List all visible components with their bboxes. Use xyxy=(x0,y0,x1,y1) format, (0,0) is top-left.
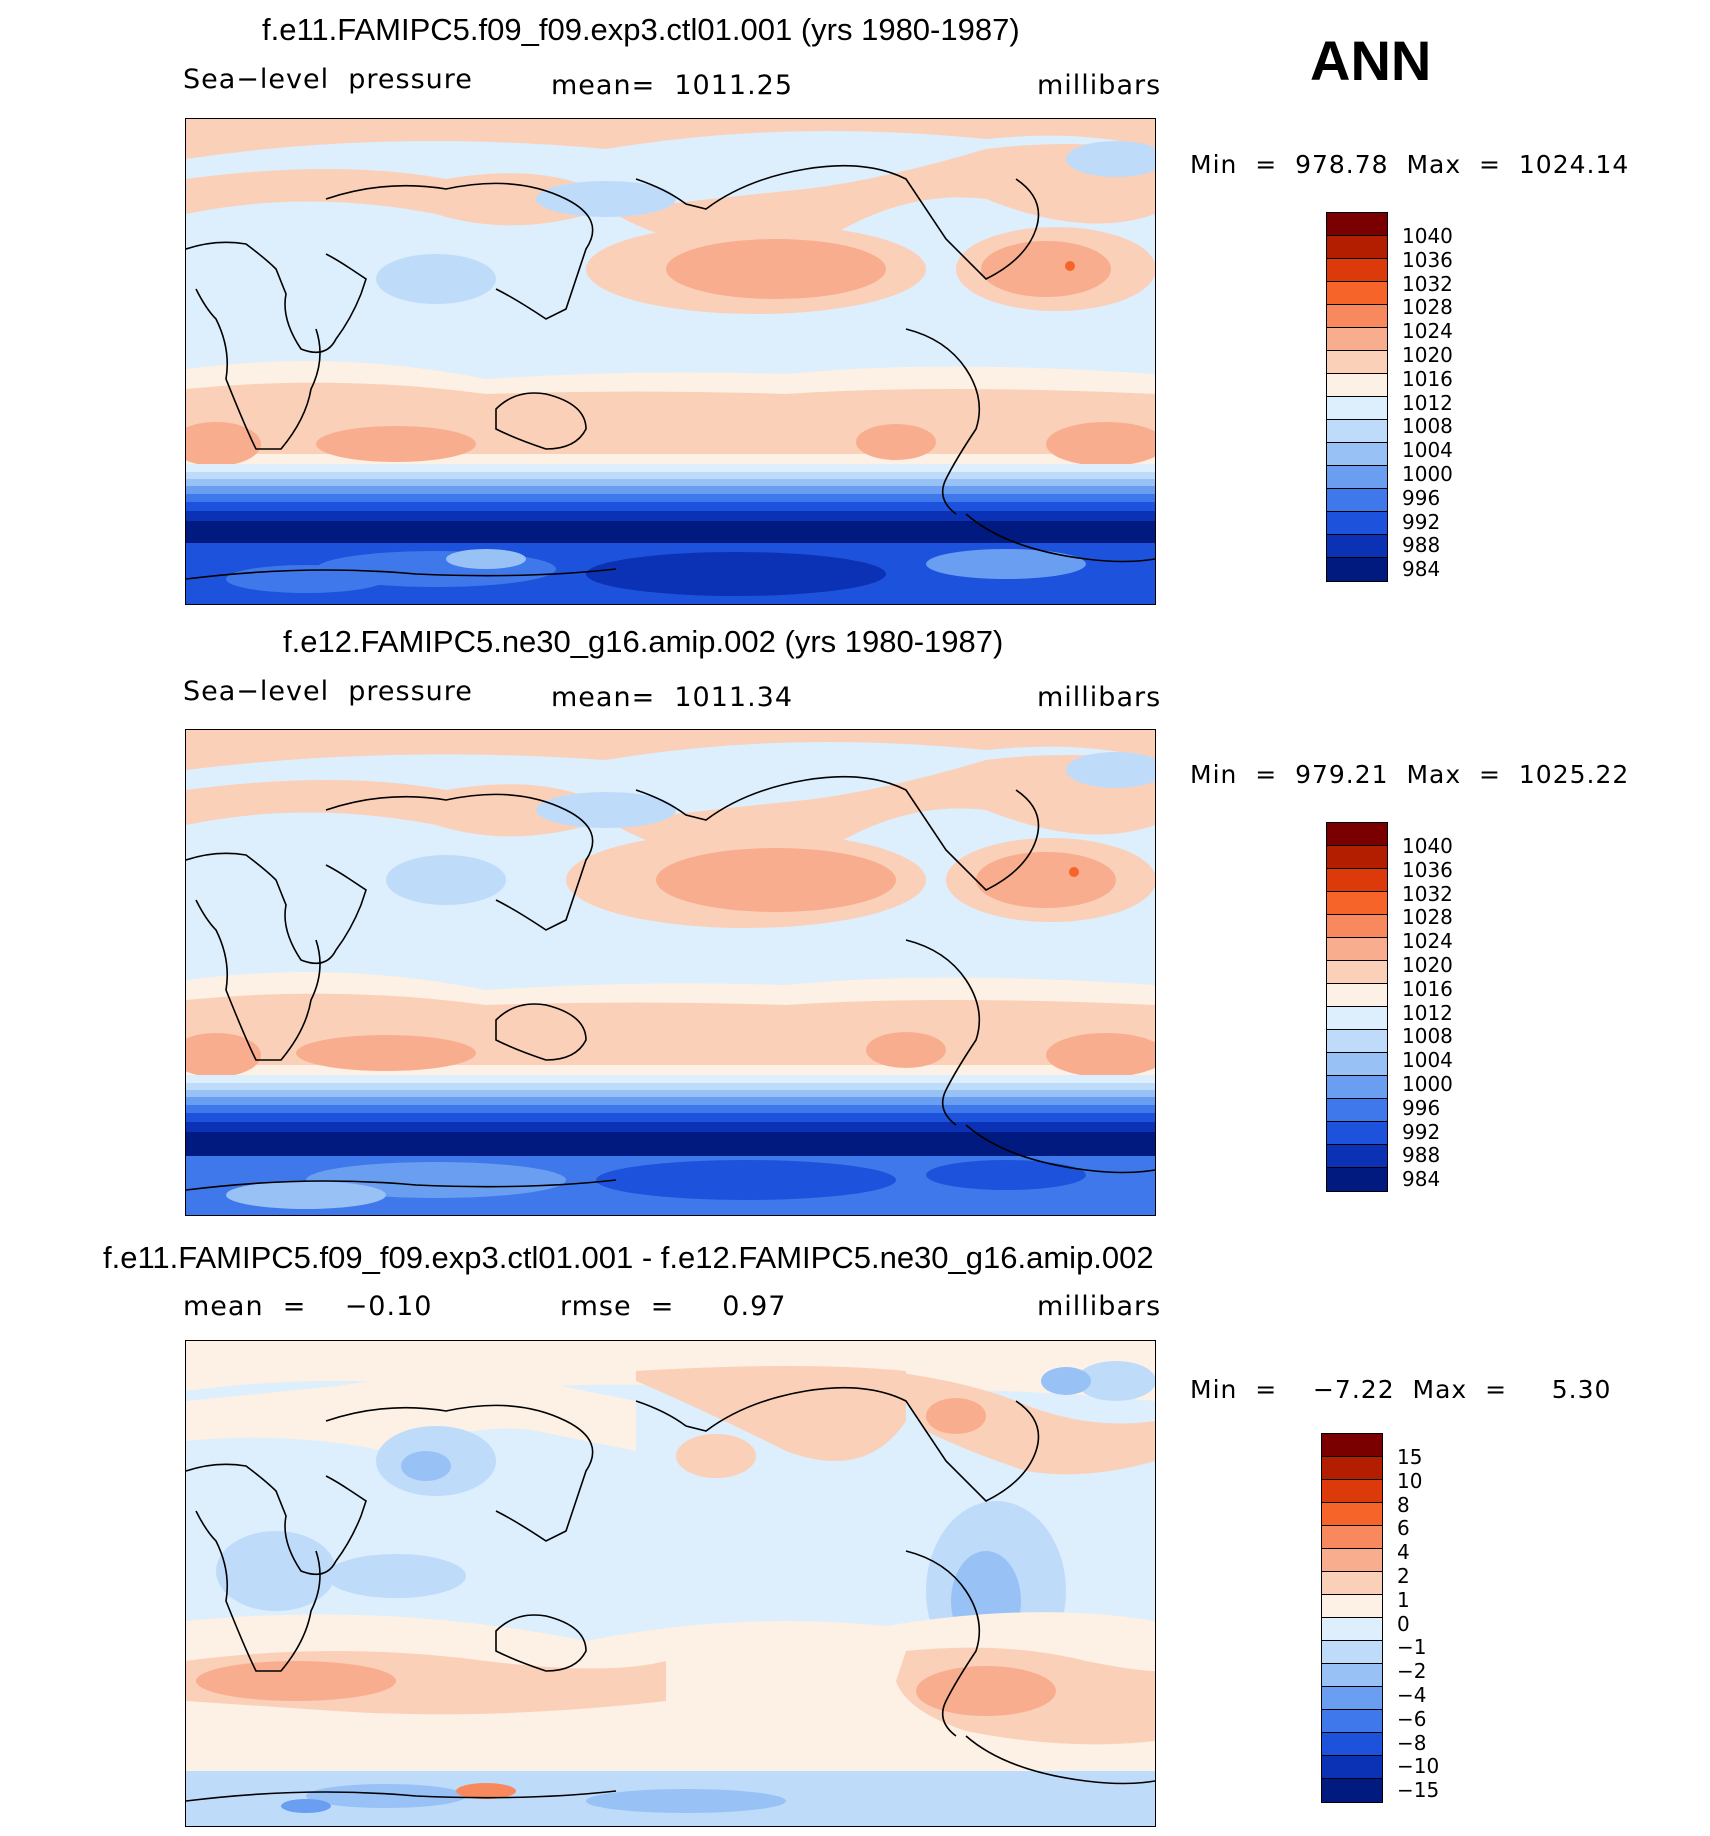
colorbar-tick-label: 996 xyxy=(1402,1095,1441,1120)
panel-3-map xyxy=(185,1340,1156,1827)
panel-1-mean-label: mean= 1011.25 xyxy=(551,70,794,101)
colorbar-tick-label: 2 xyxy=(1397,1564,1410,1588)
panel-2-variable-label: Sea−level pressure xyxy=(183,676,473,707)
panel-2-units: millibars xyxy=(1037,682,1162,713)
colorbar-tick-label: 1036 xyxy=(1402,857,1453,882)
colorbar-tick-label: 15 xyxy=(1397,1445,1423,1469)
colorbar-tick-label: 1032 xyxy=(1402,271,1453,296)
panel-1-minmax: Min = 978.78 Max = 1024.14 xyxy=(1190,150,1630,179)
colorbar-tick-label: 1000 xyxy=(1402,1072,1453,1096)
colorbar-tick-label: 1012 xyxy=(1402,390,1453,415)
colorbar-tick-label: 1000 xyxy=(1402,462,1453,486)
colorbar-tick-label: −4 xyxy=(1397,1683,1427,1707)
panel-2-title: f.e12.FAMIPC5.ne30_g16.amip.002 (yrs 198… xyxy=(283,624,1004,659)
colorbar-tick-label: −1 xyxy=(1397,1635,1427,1660)
colorbar-tick-label: 8 xyxy=(1397,1492,1410,1517)
panel-1-map xyxy=(185,118,1156,605)
panel-2-mean-label: mean= 1011.34 xyxy=(551,682,794,713)
panel-3-colorbar xyxy=(1321,1433,1383,1803)
colorbar-tick-label: −2 xyxy=(1397,1659,1427,1684)
panel-3-mean-label: mean = −0.10 xyxy=(183,1291,433,1322)
colorbar-tick-label: 1028 xyxy=(1402,295,1453,320)
panel-3-minmax: Min = −7.22 Max = 5.30 xyxy=(1190,1375,1612,1404)
colorbar-tick-label: 1004 xyxy=(1402,1048,1453,1073)
colorbar-tick-label: 0 xyxy=(1397,1611,1410,1636)
panel-1-units: millibars xyxy=(1037,70,1162,101)
colorbar-tick-label: 1024 xyxy=(1402,319,1453,344)
colorbar-tick-label: 988 xyxy=(1402,533,1441,558)
colorbar-tick-label: 992 xyxy=(1402,1119,1441,1144)
panel-2-map xyxy=(185,729,1156,1216)
colorbar-tick-label: −8 xyxy=(1397,1730,1427,1755)
colorbar-tick-label: 1008 xyxy=(1402,1024,1453,1049)
colorbar-tick-label: 1036 xyxy=(1402,247,1453,272)
colorbar-tick-label: 1016 xyxy=(1402,366,1453,391)
colorbar-tick-label: 1008 xyxy=(1402,414,1453,439)
colorbar-tick-label: 1 xyxy=(1397,1587,1410,1612)
colorbar-tick-label: 988 xyxy=(1402,1143,1441,1168)
colorbar-tick-label: 1040 xyxy=(1402,834,1453,858)
colorbar-tick-label: 996 xyxy=(1402,485,1441,510)
colorbar-tick-label: −6 xyxy=(1397,1706,1427,1731)
colorbar-tick-label: −10 xyxy=(1397,1754,1440,1779)
panel-3-rmse-label: rmse = 0.97 xyxy=(560,1291,787,1322)
colorbar-tick-label: 992 xyxy=(1402,509,1441,534)
colorbar-tick-label: 1028 xyxy=(1402,905,1453,930)
panel-1-variable-label: Sea−level pressure xyxy=(183,64,473,95)
colorbar-tick-label: 1040 xyxy=(1402,224,1453,248)
colorbar-tick-label: 1024 xyxy=(1402,929,1453,954)
panel-1-colorbar xyxy=(1326,212,1388,582)
colorbar-tick-label: −15 xyxy=(1397,1778,1440,1803)
colorbar-tick-label: 4 xyxy=(1397,1540,1410,1565)
colorbar-tick-label: 1012 xyxy=(1402,1000,1453,1025)
colorbar-tick-label: 1032 xyxy=(1402,881,1453,906)
colorbar-tick-label: 1004 xyxy=(1402,438,1453,463)
panel-3-units: millibars xyxy=(1037,1291,1162,1322)
colorbar-tick-label: 6 xyxy=(1397,1516,1410,1541)
panel-2-colorbar xyxy=(1326,822,1388,1192)
panel-3-title: f.e11.FAMIPC5.f09_f09.exp3.ctl01.001 - f… xyxy=(103,1240,1154,1275)
colorbar-tick-label: 1020 xyxy=(1402,343,1453,367)
panel-2-minmax: Min = 979.21 Max = 1025.22 xyxy=(1190,760,1630,789)
colorbar-tick-label: 1016 xyxy=(1402,976,1453,1001)
colorbar-tick-label: 984 xyxy=(1402,1167,1441,1192)
colorbar-tick-label: 1020 xyxy=(1402,953,1453,977)
colorbar-tick-label: 10 xyxy=(1397,1468,1423,1493)
season-label: ANN xyxy=(1310,29,1432,92)
colorbar-tick-label: 984 xyxy=(1402,557,1441,582)
panel-1-title: f.e11.FAMIPC5.f09_f09.exp3.ctl01.001 (yr… xyxy=(262,12,1020,47)
